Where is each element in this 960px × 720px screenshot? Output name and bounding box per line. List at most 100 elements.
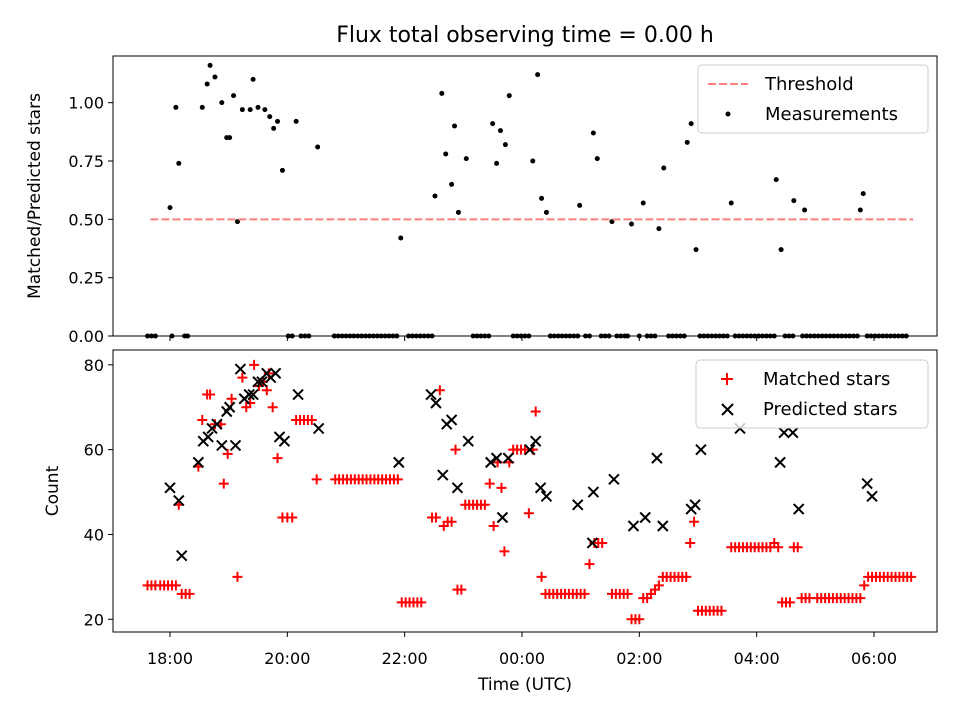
matched-point bbox=[245, 398, 256, 409]
matched-point bbox=[622, 588, 633, 599]
matched-point bbox=[484, 478, 495, 489]
measurement-point bbox=[535, 72, 541, 78]
predicted-point bbox=[312, 422, 325, 435]
predicted-point bbox=[627, 520, 640, 532]
matched-point bbox=[536, 571, 547, 582]
matched-point bbox=[689, 516, 700, 527]
measurement-point bbox=[455, 209, 461, 215]
predicted-point bbox=[586, 537, 599, 549]
predicted-point bbox=[278, 435, 291, 447]
matched-point bbox=[855, 593, 866, 604]
predicted-point bbox=[787, 426, 799, 439]
measurement-point bbox=[439, 90, 445, 96]
measurement-point bbox=[506, 93, 512, 99]
y-tick-label: 80 bbox=[84, 356, 104, 375]
matched-point bbox=[249, 359, 260, 370]
predicted-point bbox=[243, 388, 255, 401]
predicted-point bbox=[223, 401, 236, 413]
matched-point bbox=[218, 478, 229, 489]
matched-point bbox=[205, 389, 216, 400]
y-tick-label: 1.00 bbox=[68, 94, 104, 113]
predicted-point bbox=[425, 388, 437, 401]
matched-point bbox=[237, 372, 248, 383]
y-tick-label: 0.00 bbox=[68, 327, 104, 346]
ratio-legend[interactable]: Threshold Measurements bbox=[697, 64, 929, 134]
measurement-point bbox=[173, 104, 179, 110]
measurement-point bbox=[463, 156, 469, 162]
measurement-point bbox=[688, 121, 694, 127]
predicted-point bbox=[866, 490, 878, 503]
measurement-point bbox=[609, 219, 615, 225]
y-tick-label: 0.75 bbox=[68, 152, 104, 171]
matched-point bbox=[184, 588, 195, 599]
matched-point bbox=[523, 508, 534, 519]
measurement-point bbox=[684, 139, 690, 145]
matched-point bbox=[430, 512, 441, 523]
matched-point bbox=[653, 580, 664, 591]
predicted-point bbox=[793, 503, 805, 515]
x-tick-label: 00:00 bbox=[499, 649, 545, 668]
matched-point bbox=[261, 385, 272, 396]
ratio-y-label: Matched/Predicted stars bbox=[25, 93, 45, 299]
predicted-point bbox=[695, 443, 707, 456]
x-tick-label: 20:00 bbox=[264, 649, 310, 668]
predicted-point bbox=[657, 520, 669, 532]
measurement-point bbox=[247, 107, 253, 113]
matched-point bbox=[479, 499, 490, 510]
predicted-point bbox=[192, 456, 205, 469]
measurement-point bbox=[398, 235, 404, 241]
measurement-point bbox=[227, 135, 233, 141]
count-y-label: Count bbox=[43, 465, 63, 516]
matched-point bbox=[416, 597, 427, 608]
measurement-point bbox=[640, 200, 646, 206]
measurement-point bbox=[271, 125, 277, 131]
ratio-panel-frame bbox=[112, 55, 938, 337]
predicted-point bbox=[524, 443, 536, 456]
predicted-points bbox=[164, 363, 878, 562]
measurement-point bbox=[207, 62, 213, 68]
legend-measurements-label: Measurements bbox=[765, 104, 898, 125]
predicted-point bbox=[292, 388, 304, 401]
predicted-point bbox=[778, 426, 790, 439]
measurement-point bbox=[497, 128, 503, 134]
count-panel: 20 40 60 80 18:00 20:00 22:00 00:00 02:00 04:00 0… bbox=[43, 349, 938, 695]
y-tick-label: 40 bbox=[84, 525, 104, 544]
measurement-point bbox=[255, 104, 261, 110]
measurement-point bbox=[212, 74, 218, 80]
measurement-point bbox=[502, 142, 508, 148]
predicted-point bbox=[462, 435, 474, 447]
x-tick-label: 18:00 bbox=[147, 649, 193, 668]
measurement-point bbox=[490, 121, 496, 127]
predicted-point bbox=[173, 494, 185, 507]
y-tick-label: 60 bbox=[84, 441, 104, 460]
matched-point bbox=[197, 414, 208, 425]
predicted-point bbox=[502, 452, 515, 464]
predicted-point bbox=[445, 414, 458, 426]
matched-point bbox=[456, 584, 467, 595]
predicted-point bbox=[861, 477, 873, 490]
predicted-point bbox=[496, 511, 509, 524]
count-legend[interactable]: Matched stars Predicted stars bbox=[695, 359, 929, 429]
measurement-point bbox=[239, 107, 245, 113]
predicted-point bbox=[256, 376, 268, 388]
matched-point bbox=[597, 537, 608, 548]
predicted-point bbox=[651, 452, 663, 464]
matched-point bbox=[272, 453, 283, 464]
predicted-point bbox=[534, 482, 547, 494]
predicted-point bbox=[485, 456, 497, 469]
measurement-point bbox=[279, 167, 285, 173]
measurement-point bbox=[802, 207, 808, 213]
matched-point bbox=[311, 474, 322, 485]
measurement-point bbox=[267, 114, 273, 120]
x-axis-label: Time (UTC) bbox=[477, 675, 572, 695]
measurement-point bbox=[543, 209, 549, 215]
matched-point bbox=[681, 571, 692, 582]
measurement-point bbox=[728, 200, 734, 206]
matched-point bbox=[773, 542, 784, 553]
count-panel-frame bbox=[112, 349, 938, 633]
measurement-point bbox=[590, 130, 596, 136]
matched-point bbox=[906, 571, 917, 582]
x-tick-label: 04:00 bbox=[734, 649, 780, 668]
measurement-point bbox=[449, 181, 455, 187]
measurement-point bbox=[219, 100, 225, 106]
